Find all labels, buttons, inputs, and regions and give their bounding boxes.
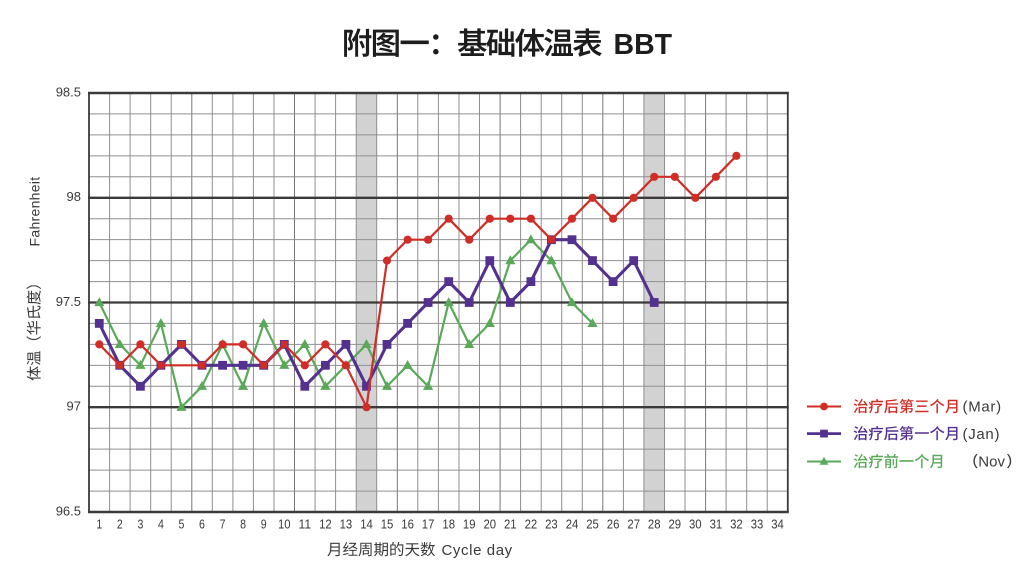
svg-text:98: 98 — [67, 189, 81, 204]
svg-text:13: 13 — [340, 517, 353, 532]
svg-text:15: 15 — [381, 517, 394, 532]
svg-text:BBT: BBT — [614, 29, 673, 61]
svg-text:27: 27 — [627, 517, 640, 532]
svg-text:6: 6 — [199, 517, 205, 532]
svg-text:7: 7 — [220, 517, 226, 532]
svg-text:31: 31 — [710, 517, 723, 532]
svg-text:11: 11 — [299, 517, 312, 532]
svg-text:12: 12 — [319, 517, 332, 532]
svg-text:17: 17 — [422, 517, 435, 532]
svg-text:16: 16 — [401, 517, 414, 532]
svg-text:25: 25 — [586, 517, 599, 532]
svg-text:1: 1 — [96, 517, 102, 532]
svg-text:24: 24 — [566, 517, 579, 532]
svg-text:Cycle day: Cycle day — [442, 542, 513, 559]
svg-text:34: 34 — [771, 517, 784, 532]
svg-text:5: 5 — [179, 517, 185, 532]
svg-text:98.5: 98.5 — [56, 84, 81, 99]
svg-text:19: 19 — [463, 517, 476, 532]
svg-text:33: 33 — [751, 517, 764, 532]
svg-text:14: 14 — [360, 517, 373, 532]
svg-text:2: 2 — [117, 517, 123, 532]
svg-text:10: 10 — [278, 517, 291, 532]
svg-text:4: 4 — [158, 517, 164, 532]
svg-text:96.5: 96.5 — [56, 503, 81, 518]
svg-text:Fahrenheit: Fahrenheit — [27, 177, 43, 247]
svg-text:(Jan): (Jan) — [963, 426, 1001, 443]
svg-text:18: 18 — [442, 517, 455, 532]
svg-text:21: 21 — [504, 517, 517, 532]
svg-text:26: 26 — [607, 517, 620, 532]
svg-text:3: 3 — [137, 517, 143, 532]
svg-text:97.5: 97.5 — [56, 294, 81, 309]
svg-text:29: 29 — [669, 517, 682, 532]
svg-text:30: 30 — [689, 517, 702, 532]
svg-text:20: 20 — [484, 517, 497, 532]
svg-text:Nov: Nov — [978, 454, 1005, 471]
svg-text:32: 32 — [730, 517, 743, 532]
svg-text:(Mar): (Mar) — [963, 399, 1002, 416]
svg-text:22: 22 — [525, 517, 538, 532]
svg-text:28: 28 — [648, 517, 661, 532]
svg-text:9: 9 — [261, 517, 267, 532]
svg-text:23: 23 — [545, 517, 558, 532]
svg-text:97: 97 — [67, 399, 81, 414]
svg-text:8: 8 — [240, 517, 246, 532]
